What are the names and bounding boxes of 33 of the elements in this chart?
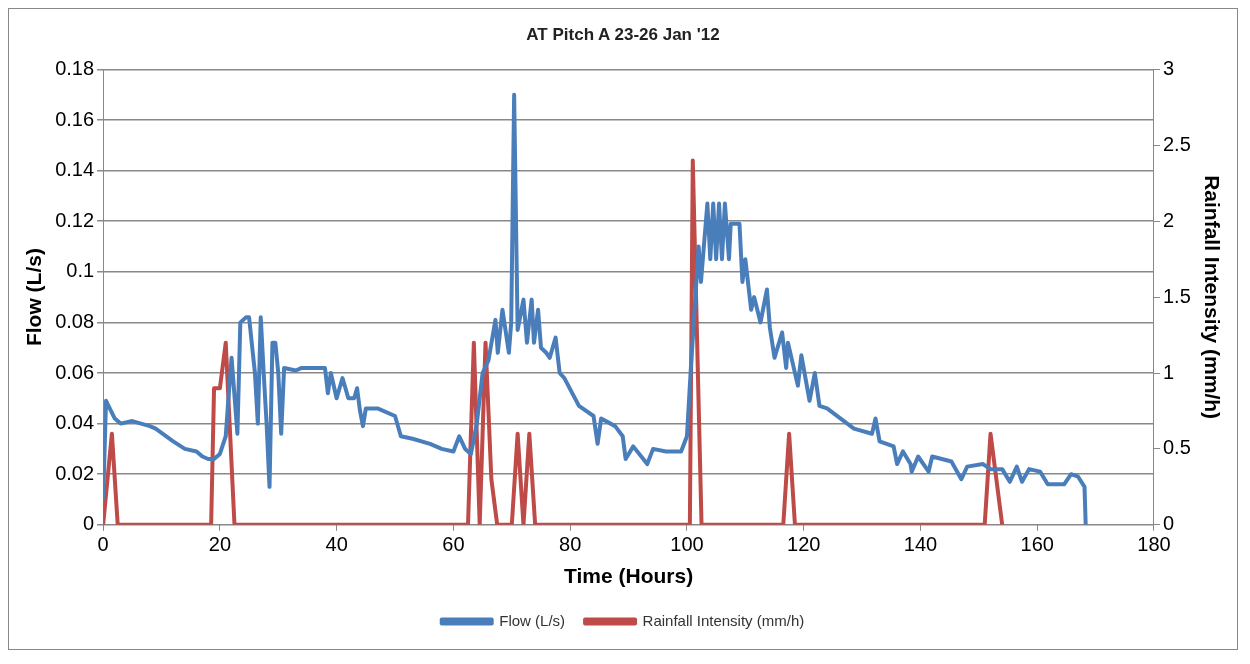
y2-axis-title: Rainfall Intensity (mm/h) (1200, 175, 1224, 420)
x-tick-label: 140 (903, 533, 938, 556)
x-tick-label: 80 (559, 533, 582, 556)
y-tick-label: 0.04 (55, 411, 95, 434)
y-axis-title: Flow (L/s) (22, 248, 46, 347)
y2-tick-label: 2 (1163, 208, 1175, 231)
y-tick-label: 0 (83, 512, 95, 535)
y2-tick-label: 2.5 (1163, 132, 1191, 155)
y-tick-label: 0.16 (55, 107, 95, 130)
x-axis-title: Time (Hours) (563, 564, 694, 588)
y2-tick-label: 1 (1163, 360, 1175, 383)
y-tick-label: 0.1 (66, 259, 95, 282)
legend-label: Rainfall Intensity (mm/h) (642, 611, 805, 629)
x-tick-label: 0 (97, 533, 109, 556)
y2-tick-label: 0.5 (1163, 436, 1191, 459)
legend-label: Flow (L/s) (499, 611, 566, 629)
y-tick-label: 0.18 (55, 56, 95, 79)
x-tick-label: 180 (1137, 533, 1171, 556)
y-tick-label: 0.08 (55, 309, 95, 332)
y2-tick-label: 3 (1163, 56, 1175, 79)
x-tick-label: 160 (1020, 533, 1054, 556)
x-tick-label: 60 (442, 533, 465, 556)
x-tick-label: 100 (670, 533, 704, 556)
y-tick-label: 0.12 (55, 208, 95, 231)
chart-title: AT Pitch A 23-26 Jan '12 (526, 24, 720, 44)
y-tick-label: 0.06 (55, 360, 95, 383)
x-tick-label: 40 (325, 533, 348, 556)
y-tick-label: 0.02 (55, 461, 95, 484)
x-tick-label: 120 (787, 533, 821, 556)
y2-tick-label: 0 (1163, 512, 1175, 535)
y2-tick-label: 1.5 (1163, 284, 1191, 307)
x-tick-label: 20 (208, 533, 232, 556)
y-tick-label: 0.14 (55, 158, 95, 181)
